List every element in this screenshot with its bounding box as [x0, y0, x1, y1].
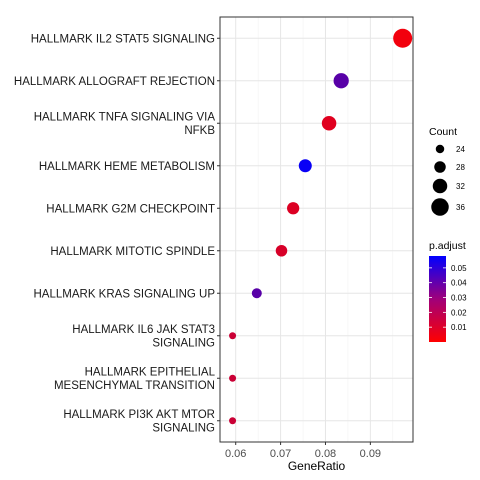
- data-point: [298, 159, 312, 173]
- x-tick-label: 0.07: [270, 448, 291, 460]
- y-tick-label-line: HALLMARK IL2 STAT5 SIGNALING: [31, 33, 215, 45]
- size-legend-key: [432, 178, 448, 194]
- size-legend-label: 32: [456, 182, 465, 191]
- y-tick-label-line: HALLMARK G2M CHECKPOINT: [46, 203, 215, 215]
- data-point: [333, 73, 349, 89]
- color-legend-label: 0.01: [451, 323, 467, 332]
- data-point: [393, 28, 413, 48]
- x-tick-label: 0.06: [225, 448, 246, 460]
- color-legend-bar: [429, 256, 446, 342]
- y-tick-label-line: HALLMARK HEME METABOLISM: [39, 161, 215, 173]
- color-legend-label: 0.02: [451, 308, 467, 317]
- y-tick-label: HALLMARK MITOTIC SPINDLE: [50, 246, 215, 258]
- size-legend-label: 36: [456, 203, 465, 212]
- y-tick-label: HALLMARK G2M CHECKPOINT: [46, 203, 215, 215]
- x-tick-label: 0.09: [360, 448, 381, 460]
- legend: Count 24 28 32 36 p.adjust 0.05 0.04 0.03 0.02 0.0…: [429, 126, 467, 342]
- data-point: [321, 116, 337, 131]
- x-axis-title: GeneRatio: [288, 459, 346, 473]
- y-tick-label-line: HALLMARK EPITHELIAL: [85, 367, 216, 379]
- y-tick-label: HALLMARK EPITHELIAL MESENCHYMAL TRANSITIO…: [54, 367, 216, 393]
- color-legend-label: 0.03: [451, 294, 467, 303]
- size-legend-label: 28: [456, 163, 465, 172]
- data-point: [229, 332, 237, 340]
- y-tick-label: HALLMARK HEME METABOLISM: [39, 161, 215, 173]
- color-legend-label: 0.04: [451, 279, 467, 288]
- color-legend-label: 0.05: [451, 264, 467, 273]
- x-tick-label: 0.08: [315, 448, 336, 460]
- y-tick-label-line: NFKB: [184, 125, 215, 137]
- y-tick-label: HALLMARK ALLOGRAFT REJECTION: [14, 76, 215, 88]
- data-point: [287, 202, 300, 215]
- y-tick-label-line: HALLMARK KRAS SIGNALING UP: [34, 288, 216, 300]
- data-point: [251, 288, 262, 299]
- size-legend-key: [435, 144, 445, 154]
- y-axis-labels: HALLMARK IL2 STAT5 SIGNALING HALLMARK ALL…: [14, 33, 220, 435]
- data-point: [275, 245, 288, 257]
- y-tick-label-line: SIGNALING: [152, 423, 215, 435]
- size-legend-title: Count: [429, 126, 457, 138]
- grid-layer: [220, 17, 413, 442]
- y-tick-label-line: HALLMARK PI3K AKT MTOR: [63, 409, 215, 421]
- panel-border-layer: [219, 16, 414, 443]
- y-tick-label: HALLMARK TNFA SIGNALING VIA NFKB: [34, 112, 216, 138]
- y-tick-label-line: SIGNALING: [152, 338, 215, 350]
- y-tick-label: HALLMARK KRAS SIGNALING UP: [34, 288, 216, 300]
- x-axis: 0.06 0.07 0.08 0.09: [225, 442, 381, 460]
- y-tick-label: HALLMARK IL6 JAK STAT3 SIGNALING: [72, 324, 215, 350]
- data-point: [229, 417, 237, 425]
- y-tick-label-line: HALLMARK ALLOGRAFT REJECTION: [14, 76, 215, 88]
- size-legend-label: 24: [456, 145, 465, 154]
- y-tick-label-line: HALLMARK TNFA SIGNALING VIA: [34, 112, 216, 124]
- data-point: [229, 374, 237, 382]
- panel-border: [219, 16, 414, 443]
- y-tick-label-line: HALLMARK IL6 JAK STAT3: [72, 324, 215, 336]
- points-layer: [229, 28, 413, 425]
- y-tick-label-line: HALLMARK MITOTIC SPINDLE: [50, 246, 215, 258]
- size-legend-key: [434, 161, 446, 173]
- size-legend-key: [431, 198, 449, 216]
- color-legend-title: p.adjust: [429, 240, 466, 252]
- y-tick-label-line: MESENCHYMAL TRANSITION: [54, 380, 215, 392]
- y-tick-label: HALLMARK IL2 STAT5 SIGNALING: [31, 33, 215, 45]
- y-tick-label: HALLMARK PI3K AKT MTOR SIGNALING: [63, 409, 215, 435]
